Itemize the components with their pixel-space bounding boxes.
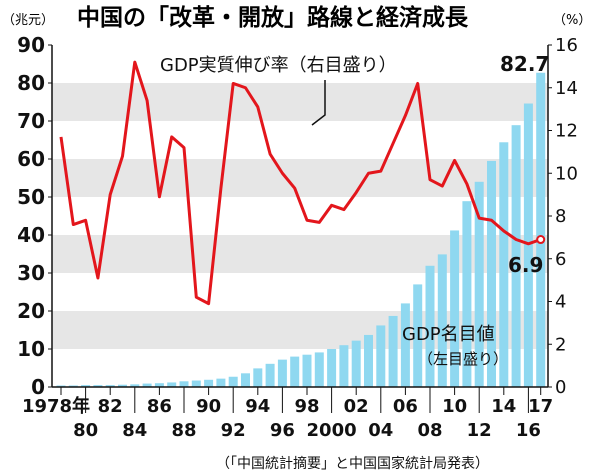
x-tick-label: 10 [442, 396, 467, 417]
x-tick-label: 84 [122, 420, 147, 441]
bar [314, 352, 324, 387]
bar [302, 354, 312, 387]
bar-series-axis-note: （左目盛り） [418, 350, 508, 368]
y-right-tick-label: 12 [555, 121, 578, 142]
growth-line [59, 60, 542, 306]
y-left-tick-label: 20 [17, 299, 45, 323]
bar [154, 383, 164, 387]
bar [339, 345, 349, 387]
bar [413, 284, 423, 387]
bar [327, 349, 337, 387]
y-left-tick-label: 90 [17, 33, 45, 57]
y-left-tick-label: 80 [17, 71, 45, 95]
x-tick-label: 92 [221, 420, 246, 441]
bar [93, 385, 103, 387]
y-right-tick-label: 6 [555, 249, 566, 270]
y-right-tick-label: 16 [555, 35, 578, 56]
y-left-tick-label: 60 [17, 147, 45, 171]
x-tick-label: 98 [294, 396, 319, 417]
bar [425, 265, 435, 387]
last-bar-value-label: 82.7 [500, 52, 549, 76]
bar [499, 142, 509, 387]
bar [462, 201, 472, 387]
background-band [52, 83, 548, 121]
bar [277, 359, 287, 387]
y-axis-left: 0 10 20 30 40 50 60 70 80 90 [17, 33, 52, 399]
bar-series-label: GDP名目値 [402, 324, 495, 345]
y-left-tick-label: 70 [17, 109, 45, 133]
line-series-leader [311, 80, 326, 126]
bar [216, 378, 226, 387]
bar [191, 380, 201, 387]
background-band [52, 235, 548, 273]
x-tick-label: 04 [368, 420, 393, 441]
bar [450, 230, 460, 387]
y-left-tick-label: 0 [31, 375, 45, 399]
bar [179, 381, 189, 387]
bar [142, 383, 152, 387]
bar [81, 385, 91, 387]
bar [487, 160, 496, 387]
background-band [52, 159, 548, 197]
bar [241, 373, 250, 387]
bar [56, 385, 66, 387]
last-line-value-label: 6.9 [508, 253, 543, 277]
y-right-tick-label: 2 [555, 334, 566, 355]
x-tick-label: 16 [516, 420, 541, 441]
x-tick-label: 90 [196, 396, 221, 417]
line-series [59, 60, 546, 306]
bar [364, 334, 373, 387]
x-tick-label: 14 [491, 396, 516, 417]
bar [228, 376, 238, 387]
bar [400, 303, 410, 387]
bar [437, 254, 447, 387]
bar [536, 72, 546, 388]
bar [130, 384, 140, 387]
x-tick-label: 2000 [307, 420, 357, 441]
left-unit-label: （兆元） [2, 13, 54, 28]
x-tick-label: 12 [467, 420, 492, 441]
y-left-tick-label: 50 [17, 185, 45, 209]
bar [474, 181, 484, 387]
y-left-tick-label: 40 [17, 223, 45, 247]
x-axis: 1978年80828486889092949698200002040608101… [22, 387, 553, 441]
bar [265, 363, 275, 387]
x-tick-label: 88 [171, 420, 196, 441]
source-note: （「中国統計摘要」と中国国家統計局発表） [216, 455, 489, 472]
x-tick-label: 82 [98, 396, 123, 417]
bar [290, 356, 300, 387]
x-tick-label: 80 [73, 420, 98, 441]
bar [511, 125, 521, 388]
x-tick-label: 17 [528, 396, 553, 417]
bar [388, 315, 398, 387]
right-unit-label: （%） [553, 13, 591, 28]
x-tick-label: 08 [417, 420, 442, 441]
y-left-tick-label: 10 [17, 337, 45, 361]
x-tick-label: 02 [344, 396, 369, 417]
y-right-tick-label: 8 [555, 206, 566, 227]
bar [68, 385, 78, 387]
y-right-tick-label: 14 [555, 78, 578, 99]
y-left-tick-label: 30 [17, 261, 45, 285]
line-end-marker [536, 235, 546, 245]
bar [118, 384, 127, 387]
y-right-tick-label: 4 [555, 292, 566, 313]
y-right-tick-label: 10 [555, 163, 578, 184]
bar [351, 340, 361, 387]
bar [376, 325, 386, 387]
chart-title: 中国の「改革・開放」路線と経済成長 [77, 4, 469, 31]
x-tick-label: 06 [393, 396, 418, 417]
x-tick-label: 96 [270, 420, 295, 441]
y-axis-right: 0 2 4 6 8 10 12 14 16 [548, 35, 578, 398]
bar [167, 382, 177, 387]
y-right-tick-label: 0 [555, 377, 566, 398]
bar [204, 379, 214, 387]
x-tick-label: 86 [147, 396, 172, 417]
bar [253, 368, 263, 387]
x-tick-label: 1978年 [22, 395, 90, 417]
bar [105, 385, 115, 387]
x-tick-label: 94 [245, 396, 270, 417]
line-series-label: GDP実質伸び率（右目盛り） [160, 55, 397, 76]
